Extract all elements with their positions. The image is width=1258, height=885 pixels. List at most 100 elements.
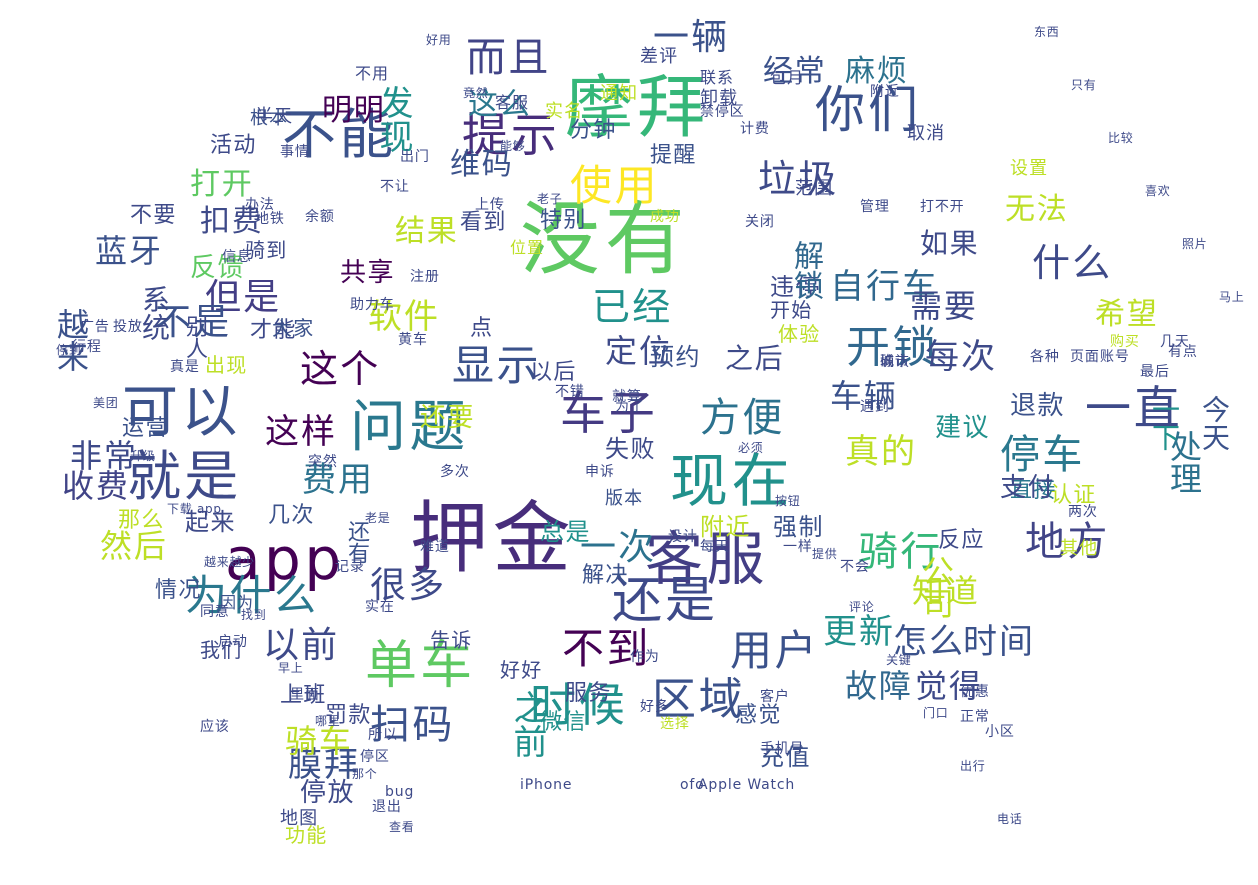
cloud-word: 但是 xyxy=(205,277,282,318)
cloud-word: 真的 xyxy=(845,432,918,472)
cloud-word: 实在 xyxy=(365,599,395,615)
cloud-word: 能够 xyxy=(500,139,526,153)
cloud-word: 之前 xyxy=(507,690,547,758)
cloud-word: 骑到 xyxy=(245,238,288,262)
cloud-word: 支付 xyxy=(1000,473,1056,503)
cloud-word: 几次 xyxy=(268,503,315,528)
cloud-word: 你们 xyxy=(815,81,921,139)
cloud-word: 很多 xyxy=(370,565,447,606)
cloud-word: 退款 xyxy=(1010,391,1066,421)
cloud-word: 所以 xyxy=(368,727,398,743)
cloud-word: 功能 xyxy=(285,823,328,847)
cloud-word: 黄车 xyxy=(398,332,428,348)
cloud-word: 这样 xyxy=(265,412,338,452)
cloud-word: 出行 xyxy=(960,759,986,773)
cloud-word: 开锁 xyxy=(846,322,940,373)
cloud-word: 膜拜 xyxy=(288,745,361,785)
cloud-word: 地方 xyxy=(1025,519,1110,565)
cloud-word: 电话 xyxy=(997,812,1023,826)
cloud-word: 罚款 xyxy=(325,703,372,728)
cloud-word: 每天 xyxy=(700,539,730,555)
cloud-word: 感觉 xyxy=(735,703,782,728)
cloud-word: 反应 xyxy=(938,528,985,553)
cloud-word: 包月 xyxy=(770,68,804,87)
cloud-word: 微信 xyxy=(540,710,587,735)
cloud-word: 打开 xyxy=(190,167,254,202)
cloud-word: 分钟 xyxy=(570,118,617,143)
cloud-word: 每次 xyxy=(925,337,998,377)
cloud-word: 作为 xyxy=(630,649,660,665)
cloud-word: 小区 xyxy=(985,724,1015,740)
cloud-word: 如果 xyxy=(920,227,980,260)
cloud-word: 非常 xyxy=(70,437,138,475)
cloud-word: 上班 xyxy=(280,683,327,708)
cloud-word: 还要 xyxy=(420,403,476,433)
cloud-word: 为什么 xyxy=(185,571,319,620)
cloud-word: 几天 xyxy=(1160,334,1190,350)
cloud-word: 摩拜 xyxy=(565,69,710,148)
cloud-word: 总是 xyxy=(540,518,591,546)
cloud-word: 一下 xyxy=(1148,395,1181,451)
cloud-word: 用户 xyxy=(730,626,820,675)
cloud-word: 老是 xyxy=(365,511,391,525)
cloud-word: 别人 xyxy=(182,315,207,359)
cloud-word: 开始 xyxy=(770,298,813,322)
cloud-word: 无法 xyxy=(1005,192,1069,227)
cloud-word: 软件 xyxy=(368,297,441,337)
cloud-word: 运营 xyxy=(122,416,169,441)
cloud-word: 方便 xyxy=(700,395,785,441)
cloud-word: 取消 xyxy=(907,123,946,144)
cloud-word: 选择 xyxy=(660,716,690,732)
cloud-word: 地铁 xyxy=(255,211,285,227)
cloud-word: 不要 xyxy=(130,203,177,228)
cloud-word: 账号 xyxy=(1100,349,1130,365)
cloud-word: 违停 xyxy=(770,273,821,301)
cloud-word: 应该 xyxy=(200,719,230,735)
cloud-word: 喜欢 xyxy=(1145,184,1171,198)
cloud-word: 客服 xyxy=(495,93,529,112)
cloud-word: 好多 xyxy=(640,699,670,715)
cloud-word: 时间 xyxy=(963,622,1036,662)
cloud-word: 发现 xyxy=(373,85,413,153)
cloud-word: 计费 xyxy=(740,121,770,137)
cloud-word: 必须 xyxy=(738,441,764,455)
cloud-word: 那么 xyxy=(118,508,165,533)
cloud-word: 信息 xyxy=(222,249,252,265)
cloud-word: 好好 xyxy=(500,658,543,682)
cloud-word: 骑车 xyxy=(285,722,353,760)
cloud-word: 我们 xyxy=(200,638,243,662)
cloud-word: 看到 xyxy=(460,210,507,235)
cloud-word: 哪里 xyxy=(315,714,341,728)
cloud-word: 这个 xyxy=(300,347,381,391)
cloud-word: 设置 xyxy=(1010,158,1049,179)
cloud-word: 记录 xyxy=(335,559,365,575)
cloud-word: 遇到 xyxy=(860,399,890,415)
cloud-word: 蓝牙 xyxy=(95,232,163,270)
cloud-word: Apple Watch xyxy=(698,777,796,793)
cloud-word: 已经 xyxy=(592,285,673,329)
cloud-word: 垃圾 xyxy=(758,157,839,201)
cloud-word: 结果 xyxy=(395,214,459,249)
cloud-word: 关闭 xyxy=(745,214,775,230)
cloud-word: 马上 xyxy=(1219,290,1245,304)
cloud-word: 怎么 xyxy=(893,622,966,662)
cloud-word: 城市 xyxy=(880,354,910,370)
cloud-word: 下载 app xyxy=(167,502,222,516)
cloud-word: 正常 xyxy=(960,709,990,725)
cloud-word: 实名 xyxy=(545,101,584,122)
cloud-word: 地图 xyxy=(280,808,319,829)
cloud-word: 强制 xyxy=(773,513,824,541)
cloud-word: 位置 xyxy=(510,238,544,257)
cloud-word: 这么 xyxy=(468,87,532,122)
cloud-word: 一直 xyxy=(1085,381,1183,435)
cloud-word: 客服 xyxy=(645,525,768,593)
cloud-word: 老子 xyxy=(537,192,563,206)
cloud-word: 不会 xyxy=(840,559,870,575)
cloud-word: 管理 xyxy=(860,199,890,215)
cloud-word: 版本 xyxy=(605,488,644,509)
cloud-word: 通知 xyxy=(600,83,639,104)
cloud-word: 不让 xyxy=(380,179,410,195)
cloud-word: 办法 xyxy=(245,197,275,213)
cloud-word: 好用 xyxy=(426,33,452,47)
